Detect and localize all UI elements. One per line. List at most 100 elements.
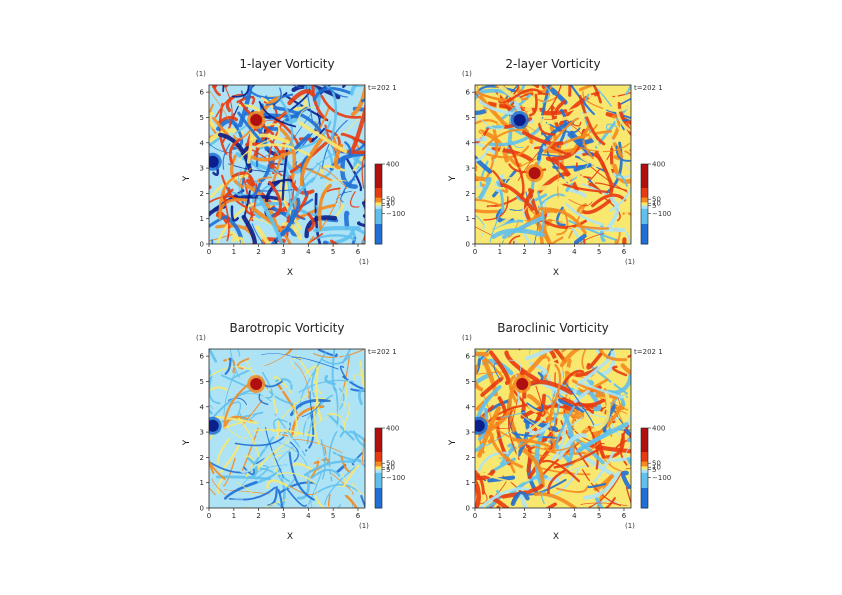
x-unit-label: (1) <box>625 522 635 530</box>
y-tick-label: 6 <box>200 353 205 361</box>
time-label: t=202 1 <box>368 348 397 356</box>
x-tick-label: 4 <box>572 248 577 256</box>
y-tick-label: 0 <box>200 241 204 249</box>
y-tick-label: 3 <box>466 429 470 437</box>
time-label: t=202 1 <box>634 348 663 356</box>
x-tick-label: 2 <box>522 512 526 520</box>
y-tick-label: 0 <box>466 241 470 249</box>
y-tick-label: 2 <box>200 190 204 198</box>
y-tick-label: 5 <box>200 378 204 386</box>
x-tick-label: 1 <box>498 248 502 256</box>
plot-frame <box>474 84 632 245</box>
vorticity-field <box>209 349 365 508</box>
x-tick-label: 4 <box>306 248 311 256</box>
y-tick-label: 4 <box>466 139 471 147</box>
time-label: t=202 1 <box>368 84 397 92</box>
colorbar-label: 10 <box>652 200 661 208</box>
vortex-negative <box>513 113 526 126</box>
y-axis-title: Y <box>182 439 192 446</box>
y-tick-label: 0 <box>200 505 204 513</box>
panel-title: Barotropic Vorticity <box>229 321 344 335</box>
colorbar-label: 400 <box>386 425 399 433</box>
x-tick-label: 1 <box>232 248 236 256</box>
vortex-negative <box>475 419 485 432</box>
x-tick-label: 3 <box>281 512 285 520</box>
y-tick-label: 2 <box>466 190 470 198</box>
y-tick-label: 6 <box>466 353 471 361</box>
plot-frame <box>474 348 632 509</box>
x-tick-label: 4 <box>306 512 311 520</box>
y-tick-label: 6 <box>466 89 471 97</box>
y-tick-label: 3 <box>466 165 470 173</box>
x-tick-label: 0 <box>473 512 477 520</box>
x-tick-label: 2 <box>522 248 526 256</box>
y-tick-label: 0 <box>466 505 470 513</box>
y-tick-label: 5 <box>466 114 470 122</box>
x-tick-label: 5 <box>597 512 601 520</box>
panel-title: 2-layer Vorticity <box>505 57 600 71</box>
colorbar-label: 5 <box>652 466 656 474</box>
y-unit-label: (1) <box>196 70 206 78</box>
colorbar-label: 10 <box>652 464 661 472</box>
vortex-positive <box>528 167 541 180</box>
colorbar-label: 50 <box>652 460 661 468</box>
plot-frame <box>208 348 366 509</box>
vorticity-field <box>475 349 631 508</box>
y-tick-label: 1 <box>200 479 204 487</box>
y-tick-label: 2 <box>466 454 470 462</box>
x-axis-title: X <box>287 532 293 542</box>
plot-frame <box>208 84 366 245</box>
colorbar-label: 5 <box>386 466 390 474</box>
panel-title: Baroclinic Vorticity <box>497 321 609 335</box>
y-tick-label: 4 <box>200 139 205 147</box>
x-tick-label: 3 <box>547 512 551 520</box>
panel-1: 2-layer Vorticity 0 1 2 3 4 5 6 0 1 2 3 4 5 6 X Y (1) (1) t… <box>448 57 671 278</box>
x-tick-label: 0 <box>207 248 211 256</box>
y-tick-label: 5 <box>200 114 204 122</box>
y-tick-label: 1 <box>466 215 470 223</box>
y-unit-label: (1) <box>196 334 206 342</box>
x-tick-label: 4 <box>572 512 577 520</box>
x-tick-label: 1 <box>498 512 502 520</box>
colorbar-label: −100 <box>386 210 405 218</box>
colorbar-label: 50 <box>386 196 395 204</box>
x-tick-label: 5 <box>331 512 335 520</box>
colorbar-label: 50 <box>386 460 395 468</box>
x-tick-label: 6 <box>356 248 361 256</box>
x-tick-label: 3 <box>281 248 285 256</box>
colorbar-label: −100 <box>652 474 671 482</box>
colorbar-label: 5 <box>652 202 656 210</box>
y-tick-label: 3 <box>200 429 204 437</box>
vortex-negative <box>209 419 219 432</box>
y-tick-label: 6 <box>200 89 205 97</box>
vortex-positive <box>516 377 529 390</box>
x-tick-label: 6 <box>622 248 627 256</box>
y-unit-label: (1) <box>462 70 472 78</box>
panels: 1-layer Vorticity 0 1 2 3 4 5 6 0 1 2 3 4 5 6 X Y (1) (1) t… <box>182 57 671 542</box>
y-tick-label: 4 <box>200 403 205 411</box>
y-axis-title: Y <box>448 439 458 446</box>
panel-0: 1-layer Vorticity 0 1 2 3 4 5 6 0 1 2 3 4 5 6 X Y (1) (1) t… <box>182 57 405 278</box>
y-axis-title: Y <box>448 175 458 182</box>
x-tick-label: 2 <box>256 248 260 256</box>
colorbar-label: 400 <box>652 161 665 169</box>
y-tick-label: 1 <box>200 215 204 223</box>
panel-3: Baroclinic Vorticity 0 1 2 3 4 5 6 0 1 2 3 4 5 6 X Y (1) (… <box>448 321 671 542</box>
colorbar-label: 50 <box>652 196 661 204</box>
colorbar-label: 5 <box>386 202 390 210</box>
colorbar-label: 10 <box>386 200 395 208</box>
x-axis-title: X <box>553 532 559 542</box>
y-tick-label: 5 <box>466 378 470 386</box>
vortex-positive <box>250 113 263 126</box>
y-tick-label: 1 <box>466 479 470 487</box>
y-tick-label: 2 <box>200 454 204 462</box>
x-tick-label: 5 <box>597 248 601 256</box>
y-tick-label: 4 <box>466 403 471 411</box>
x-tick-label: 0 <box>207 512 211 520</box>
x-tick-label: 2 <box>256 512 260 520</box>
vortex-positive <box>250 377 263 390</box>
